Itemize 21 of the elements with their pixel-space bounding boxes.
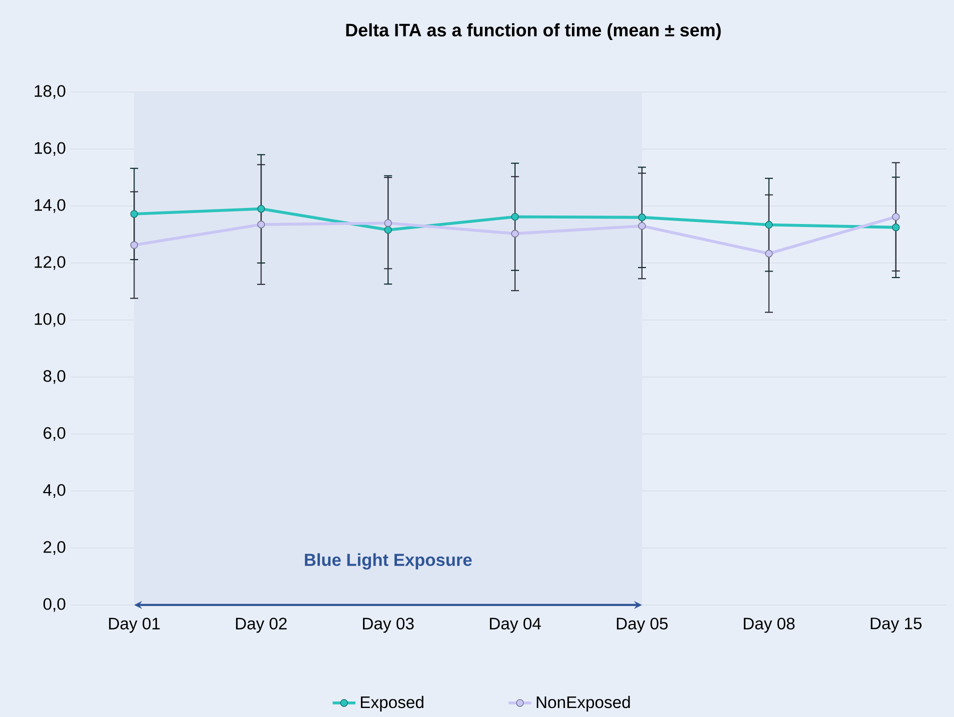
x-tick-label: Day 15 — [870, 618, 922, 633]
x-tick-label: Day 04 — [490, 618, 541, 633]
x-tick-label: Day 08 — [744, 618, 795, 633]
chart-title: Delta ITA as a function of time (mean ± sem) — [346, 23, 721, 40]
y-tick-label: 4,0 — [43, 484, 66, 498]
y-tick-label: 14,0 — [34, 199, 66, 213]
y-tick-label: 16,0 — [34, 142, 66, 156]
x-tick-label: Day 02 — [236, 618, 287, 633]
y-tick-label: 2,0 — [44, 541, 66, 555]
legend-label: NonExposed — [536, 696, 630, 712]
y-tick-label: 0,0 — [43, 598, 66, 612]
y-tick-label: 10,0 — [34, 313, 66, 327]
y-tick-label: 8,0 — [44, 370, 66, 384]
band-label: Blue Light Exposure — [304, 553, 472, 570]
y-tick-label: 18,0 — [34, 85, 66, 99]
x-tick-label: Day 05 — [616, 618, 668, 633]
legend-label: Exposed — [360, 696, 424, 712]
y-tick-label: 6,0 — [44, 427, 66, 441]
x-tick-label: Day 03 — [363, 618, 414, 633]
y-tick-label: 12,0 — [34, 256, 66, 270]
x-tick-label: Day 01 — [109, 618, 160, 633]
